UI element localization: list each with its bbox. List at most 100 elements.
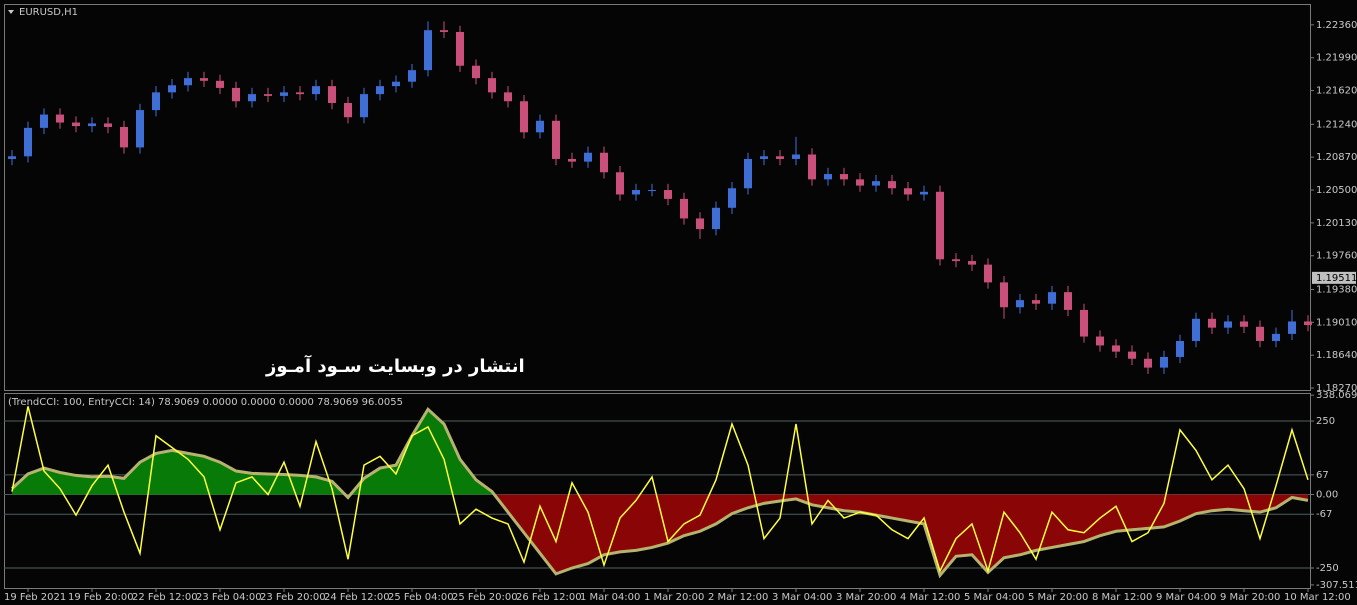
x-tick-label: 1 Mar 20:00 (644, 592, 704, 603)
candle-body (888, 181, 896, 189)
y-tick-label: 1.19760 (1316, 251, 1357, 262)
candle-body (792, 154, 800, 159)
candle-body (1208, 318, 1216, 328)
price-pane (4, 4, 1311, 391)
trend-cci-line (10, 406, 1309, 579)
candle-body (1112, 345, 1120, 352)
entry-cci-line (11, 406, 1309, 574)
candle-body (712, 207, 720, 230)
candle-body (376, 86, 384, 95)
candle-body (392, 81, 400, 87)
x-tick-label: 22 Feb 12:00 (132, 592, 198, 603)
candle-body (728, 188, 736, 208)
y-tick-label: 1.20130 (1316, 218, 1357, 229)
candle-body (136, 110, 144, 148)
candle-body (248, 94, 256, 102)
candle-body (568, 158, 576, 162)
candle-body (56, 114, 64, 123)
candle-body (872, 181, 880, 186)
candle-body (488, 78, 496, 93)
y-tick-label: 1.21240 (1316, 119, 1357, 130)
candle-body (8, 156, 16, 159)
candle-body (664, 190, 672, 199)
candle-body (1096, 336, 1104, 346)
candle-body (408, 70, 416, 82)
y-tick-label: 1.21620 (1316, 86, 1357, 97)
trend-cci-area (12, 409, 1308, 576)
x-tick-label: 3 Mar 04:00 (772, 592, 832, 603)
x-tick-label: 2 Mar 12:00 (708, 592, 768, 603)
candle-body (40, 114, 48, 128)
candle-body (440, 30, 448, 32)
x-tick-label: 25 Feb 20:00 (452, 592, 518, 603)
candle-body (296, 92, 304, 95)
y-tick-label: -250 (1316, 563, 1339, 574)
candle-body (1256, 326, 1264, 341)
current-price-label: 1.19511 (1316, 273, 1357, 284)
y-tick-label: -307.5111 (1316, 580, 1357, 591)
candle-body (1224, 321, 1232, 328)
candle-body (312, 86, 320, 95)
y-tick-label: 0.00 (1316, 490, 1338, 501)
candle-body (1288, 321, 1296, 334)
candle-body (280, 92, 288, 96)
indicator-pane (4, 393, 1311, 589)
candle-body (1064, 292, 1072, 310)
x-tick-label: 23 Feb 20:00 (260, 592, 326, 603)
y-tick-label: 1.19010 (1316, 317, 1357, 328)
x-tick-label: 25 Feb 04:00 (388, 592, 454, 603)
candle-body (1272, 333, 1280, 341)
candle-body (360, 94, 368, 118)
candle-body (648, 190, 656, 192)
candle-body (200, 78, 208, 81)
y-tick-label: 1.20500 (1316, 185, 1357, 196)
candle-body (1304, 321, 1312, 326)
candle-body (216, 80, 224, 88)
candle-body (456, 31, 464, 66)
candle-body (1080, 309, 1088, 337)
candle-body (1160, 356, 1168, 368)
candle-body (840, 174, 848, 180)
candle-body (552, 120, 560, 159)
y-tick-label: 1.18640 (1316, 350, 1357, 361)
candle-body (1240, 321, 1248, 327)
x-tick-label: 5 Mar 20:00 (1028, 592, 1088, 603)
candle-body (168, 85, 176, 93)
x-tick-label: 4 Mar 12:00 (900, 592, 960, 603)
menu-arrow[interactable] (8, 10, 14, 14)
candle-body (1000, 282, 1008, 308)
candle-body (424, 30, 432, 71)
candle-body (536, 120, 544, 133)
x-tick-label: 26 Feb 12:00 (516, 592, 582, 603)
candle-body (808, 154, 816, 180)
candle-body (920, 191, 928, 195)
candle-body (616, 172, 624, 195)
candle-body (72, 122, 80, 127)
candle-body (1048, 292, 1056, 304)
current-price-marker (1312, 271, 1356, 284)
candle-body (88, 123, 96, 127)
candle-body (744, 158, 752, 189)
watermark: انتشار در وبسایت سـود آمـوز (265, 354, 525, 377)
candle-body (152, 92, 160, 111)
candle-body (1128, 351, 1136, 359)
candle-body (584, 152, 592, 162)
y-tick-label: 1.22360 (1316, 20, 1357, 31)
candle-body (968, 261, 976, 265)
candle-body (1192, 318, 1200, 341)
y-tick-label: 1.21990 (1316, 53, 1357, 64)
candle-body (504, 92, 512, 102)
x-tick-label: 19 Feb 20:00 (68, 592, 134, 603)
symbol-title: EURUSD,H1 (19, 7, 78, 18)
candle-body (776, 156, 784, 159)
candle-body (344, 103, 352, 118)
candle-body (936, 191, 944, 260)
y-tick-label: 250 (1316, 416, 1335, 427)
indicator-title: (TrendCCI: 100, EntryCCI: 14) 78.9069 0.… (8, 397, 403, 408)
y-tick-label: -67 (1316, 509, 1332, 520)
x-tick-label: 9 Mar 04:00 (1156, 592, 1216, 603)
candle-body (1144, 358, 1152, 368)
candle-body (904, 188, 912, 195)
x-tick-label: 8 Mar 12:00 (1092, 592, 1152, 603)
